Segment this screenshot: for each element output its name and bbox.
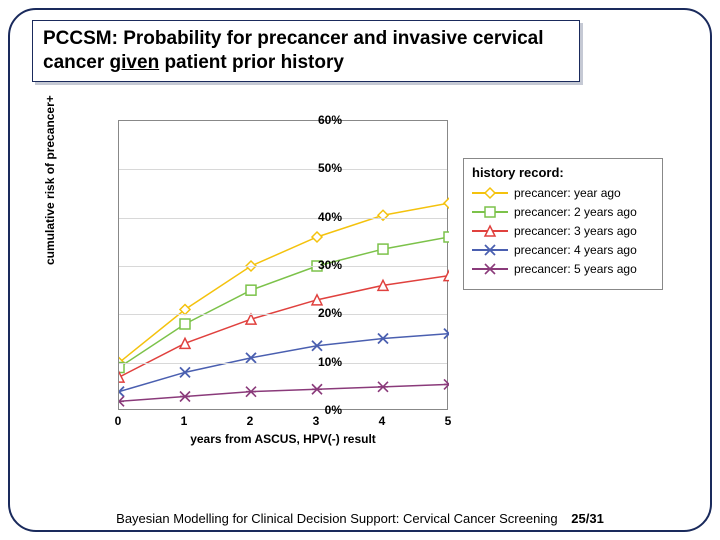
legend-label: precancer: year ago [514,186,621,200]
x-axis-label: years from ASCUS, HPV(-) result [118,432,448,446]
legend-swatch [472,224,508,238]
legend-item: precancer: 3 years ago [472,224,654,238]
y-axis-label: cumulative risk of precancer+ [43,95,57,265]
page-number: 25/31 [571,511,604,526]
x-tick-label: 4 [379,414,386,428]
legend-item: precancer: 4 years ago [472,243,654,257]
y-tick-label: 0% [302,403,342,417]
title-underlined: given [110,52,160,73]
gridline [119,363,447,364]
legend-item: precancer: year ago [472,186,654,200]
y-tick-label: 40% [302,210,342,224]
gridline [119,266,447,267]
legend-swatch [472,262,508,276]
plot-box [118,120,448,410]
slide-title: PCCSM: Probability for precancer and inv… [43,27,569,75]
y-tick-label: 60% [302,113,342,127]
legend-swatch [472,205,508,219]
footer: Bayesian Modelling for Clinical Decision… [0,511,720,526]
x-tick-label: 3 [313,414,320,428]
y-tick-label: 10% [302,355,342,369]
legend-swatch [472,186,508,200]
title-part2: patient prior history [159,52,344,73]
y-tick-label: 50% [302,161,342,175]
x-tick-label: 5 [445,414,452,428]
legend-label: precancer: 4 years ago [514,243,637,257]
legend-item: precancer: 2 years ago [472,205,654,219]
legend-title: history record: [472,165,654,180]
legend: history record: precancer: year ago prec… [463,158,663,290]
x-tick-label: 0 [115,414,122,428]
footer-text: Bayesian Modelling for Clinical Decision… [116,511,558,526]
legend-label: precancer: 5 years ago [514,262,637,276]
y-tick-label: 20% [302,306,342,320]
y-tick-label: 30% [302,258,342,272]
title-box: PCCSM: Probability for precancer and inv… [32,20,580,82]
legend-swatch [472,243,508,257]
gridline [119,169,447,170]
x-tick-label: 1 [181,414,188,428]
legend-label: precancer: 3 years ago [514,224,637,238]
x-tick-label: 2 [247,414,254,428]
chart-area: cumulative risk of precancer+ years from… [58,110,678,450]
legend-items: precancer: year ago precancer: 2 years a… [472,186,654,276]
gridline [119,314,447,315]
legend-label: precancer: 2 years ago [514,205,637,219]
legend-item: precancer: 5 years ago [472,262,654,276]
gridline [119,218,447,219]
